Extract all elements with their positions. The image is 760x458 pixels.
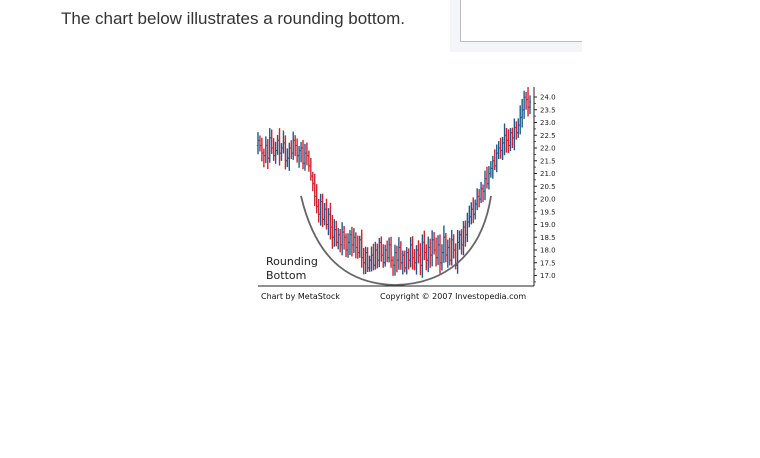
y-tick-label: 20.0 [540,196,556,204]
annotation-line-1: Rounding [266,255,318,268]
y-tick-label: 18.0 [540,247,556,255]
intro-text: The chart below illustrates a rounding b… [61,9,405,28]
y-tick-label: 17.5 [540,259,556,267]
y-tick-label: 21.0 [540,170,556,178]
y-tick-label: 21.5 [540,157,556,165]
y-tick-label: 19.5 [540,208,556,216]
annotation-line-2: Bottom [266,269,306,282]
footer-left: Chart by MetaStock [261,292,340,301]
y-tick-label: 18.5 [540,234,556,242]
footer-right: Copyright © 2007 Investopedia.com [380,292,526,301]
y-tick-label: 23.0 [540,119,556,127]
y-tick-label: 22.5 [540,132,556,140]
y-tick-label: 19.0 [540,221,556,229]
y-tick-label: 20.5 [540,183,556,191]
side-panel [450,0,582,52]
y-ticks: 24.0 23.5 23.0 22.5 22.0 21.5 21.0 20.5 20.0 19.5… [534,94,556,283]
side-panel-box [460,0,582,42]
y-tick-label: 24.0 [540,94,556,102]
y-tick-label: 17.0 [540,272,556,280]
rounding-bottom-arc [300,195,492,286]
price-series [256,87,532,278]
y-tick-label: 22.0 [540,145,556,153]
y-tick-label: 23.5 [540,106,556,114]
